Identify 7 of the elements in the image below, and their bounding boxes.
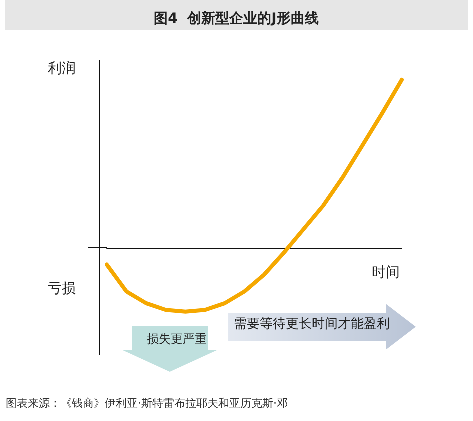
text: 亏损	[48, 281, 76, 297]
text: 图表来源：《钱商》伊利亚·斯特雷布拉耶夫和亚历克斯·邓	[6, 397, 288, 410]
x-axis-title: 时间	[372, 265, 400, 281]
chart-title: 图4 创新型企业的J形曲线	[154, 10, 319, 27]
text: 需要等待更长时间才能盈利	[234, 317, 390, 332]
text: 损失更严重	[147, 332, 207, 346]
y-axis-title: 利润	[48, 61, 76, 77]
